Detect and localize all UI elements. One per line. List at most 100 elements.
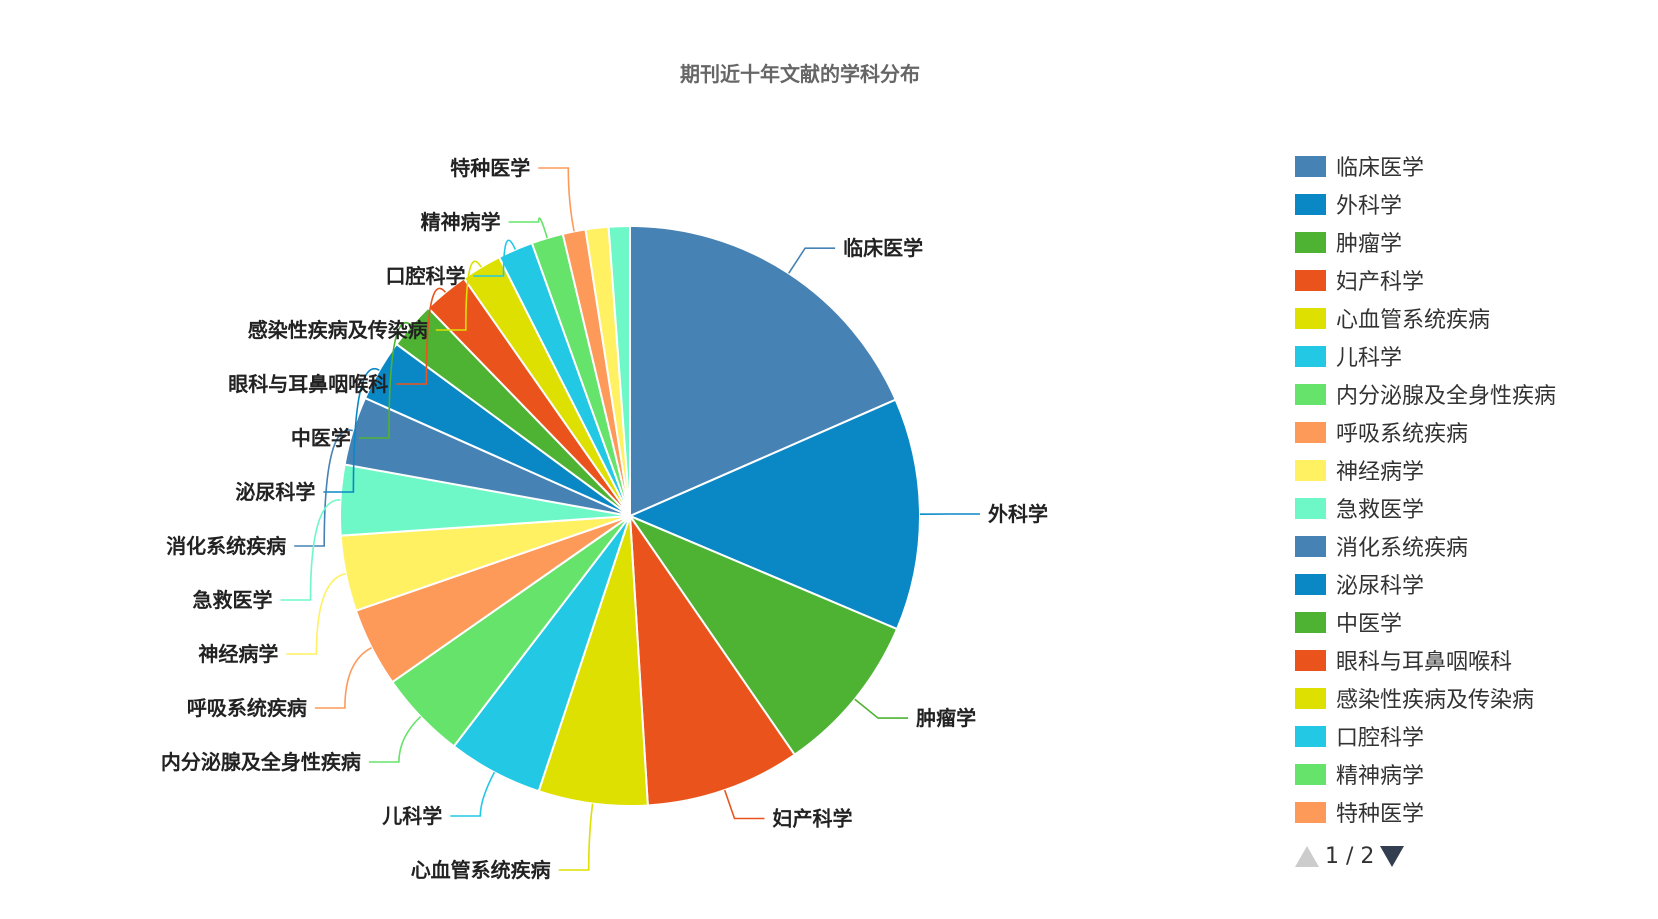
pie-slice-label: 外科学 — [988, 502, 1048, 526]
legend-prev-page-icon[interactable] — [1295, 845, 1319, 867]
legend-label: 精神病学 — [1336, 764, 1425, 789]
pie-slice-label: 儿科学 — [381, 804, 442, 828]
pie-leader-line — [396, 287, 447, 385]
pie-leader-line — [788, 247, 836, 274]
legend-label: 眼科与耳鼻咽喉科 — [1336, 650, 1513, 675]
legend-label: 急救医学 — [1336, 498, 1425, 523]
legend-swatch — [1295, 459, 1326, 481]
legend-label: 感染性疾病及传染病 — [1336, 688, 1535, 713]
legend-swatch — [1295, 535, 1326, 557]
pie-slice[interactable] — [627, 398, 921, 631]
legend: 临床医学外科学肿瘤学妇产科学心血管系统疾病 儿科学内分泌腺及全身性疾病 呼吸系统疾病… — [1295, 147, 1655, 831]
legend-item[interactable]: 特种医学 — [1295, 793, 1655, 831]
pie-slice-label: 眼科与耳鼻咽喉科 — [228, 372, 388, 396]
pie-slice-label: 妇产科学 — [773, 807, 853, 831]
pie-slice-label: 心血管系统疾病 — [411, 858, 551, 882]
legend-item[interactable]: 神经病学 — [1295, 451, 1655, 489]
legend-item[interactable]: 眼科与耳鼻咽喉科 — [1295, 641, 1655, 679]
legend-page-indicator: 1 / 2 — [1325, 843, 1375, 869]
legend-swatch — [1295, 725, 1326, 747]
legend-swatch — [1295, 649, 1326, 671]
legend-item[interactable]: 心血管系统疾病 — [1295, 299, 1655, 337]
pie-slice-label: 呼吸系统疾病 — [187, 696, 307, 720]
pie-slice-label: 中医学 — [291, 426, 351, 450]
pie-leader-line — [854, 698, 909, 719]
legend-label: 神经病学 — [1336, 460, 1425, 485]
legend-swatch — [1295, 155, 1326, 177]
legend-swatch — [1295, 421, 1326, 443]
legend-swatch — [1295, 383, 1326, 405]
legend-swatch — [1295, 231, 1326, 253]
pie-slice-label: 临床医学 — [843, 236, 923, 260]
pie-leader-line — [286, 572, 346, 655]
legend-item[interactable]: 外科学 — [1295, 185, 1655, 223]
pie-leader-lines — [280, 167, 980, 871]
pie-slice-label: 内分泌腺及全身性疾病 — [161, 750, 361, 774]
legend-label: 口腔科学 — [1336, 726, 1425, 751]
legend-swatch — [1295, 497, 1326, 519]
legend-item[interactable]: 临床医学 — [1295, 147, 1655, 185]
pie-leader-line — [508, 217, 548, 239]
legend-label: 临床医学 — [1336, 156, 1425, 181]
legend-next-page-icon[interactable] — [1380, 845, 1405, 867]
legend-label: 呼吸系统疾病 — [1336, 422, 1469, 447]
legend-swatch — [1295, 307, 1326, 329]
legend-item[interactable]: 内分泌腺及全身性疾病 — [1295, 375, 1655, 413]
legend-swatch — [1295, 573, 1326, 595]
pie-slice-label: 急救医学 — [193, 588, 273, 612]
pie-leader-line — [538, 167, 575, 232]
legend-swatch — [1295, 611, 1326, 633]
pie-slice-label: 特种医学 — [450, 156, 530, 180]
legend-swatch — [1295, 193, 1326, 215]
pie-slices — [339, 224, 921, 807]
pie-slice-label: 泌尿科学 — [235, 480, 315, 504]
pie-leader-line — [558, 803, 594, 871]
pie-leader-line — [294, 429, 354, 547]
pie-slice-label: 口腔科学 — [386, 264, 466, 288]
legend-swatch — [1295, 687, 1326, 709]
legend-label: 消化系统疾病 — [1336, 536, 1469, 561]
pie-leader-line — [323, 367, 380, 493]
pie-slice-label: 神经病学 — [198, 642, 278, 666]
legend-item[interactable]: 呼吸系统疾病 — [1295, 413, 1655, 451]
legend-label: 外科学 — [1336, 194, 1403, 219]
legend-item[interactable]: 中医学 — [1295, 603, 1655, 641]
pie-slice-label: 消化系统疾病 — [166, 534, 286, 558]
legend-item[interactable]: 感染性疾病及传染病 — [1295, 679, 1655, 717]
pie-slice-label: 精神病学 — [421, 210, 501, 234]
legend-item[interactable]: 儿科学 — [1295, 337, 1655, 375]
legend-label: 中医学 — [1336, 612, 1403, 637]
pie-slice-label: 感染性疾病及传染病 — [248, 318, 428, 342]
pie-leader-line — [473, 239, 517, 277]
legend-label: 妇产科学 — [1336, 270, 1425, 295]
legend-item[interactable]: 精神病学 — [1295, 755, 1655, 793]
legend-item[interactable]: 肿瘤学 — [1295, 223, 1655, 261]
legend-item[interactable]: 口腔科学 — [1295, 717, 1655, 755]
pie-leader-line — [435, 260, 482, 331]
legend-item[interactable]: 泌尿科学 — [1295, 565, 1655, 603]
pie-slice-label: 肿瘤学 — [916, 706, 976, 730]
pie-slice[interactable] — [607, 224, 631, 517]
legend-label: 内分泌腺及全身性疾病 — [1336, 384, 1557, 409]
legend-pager: 1 / 2 — [1295, 841, 1405, 871]
legend-swatch — [1295, 801, 1326, 823]
legend-label: 肿瘤学 — [1336, 232, 1403, 257]
pie-leader-line — [368, 716, 422, 763]
legend-label: 泌尿科学 — [1336, 574, 1425, 599]
pie-leader-line — [280, 499, 341, 601]
legend-item[interactable]: 消化系统疾病 — [1295, 527, 1655, 565]
legend-item[interactable]: 妇产科学 — [1295, 261, 1655, 299]
legend-swatch — [1295, 269, 1326, 291]
legend-label: 心血管系统疾病 — [1336, 308, 1491, 333]
pie-leader-line — [450, 771, 496, 817]
legend-swatch — [1295, 763, 1326, 785]
legend-label: 儿科学 — [1336, 346, 1403, 371]
legend-item[interactable]: 急救医学 — [1295, 489, 1655, 527]
legend-label: 特种医学 — [1336, 802, 1425, 827]
pie-leader-line — [723, 789, 765, 820]
chart-title: 期刊近十年文献的学科分布 — [680, 62, 920, 86]
pie-leader-line — [314, 646, 372, 709]
